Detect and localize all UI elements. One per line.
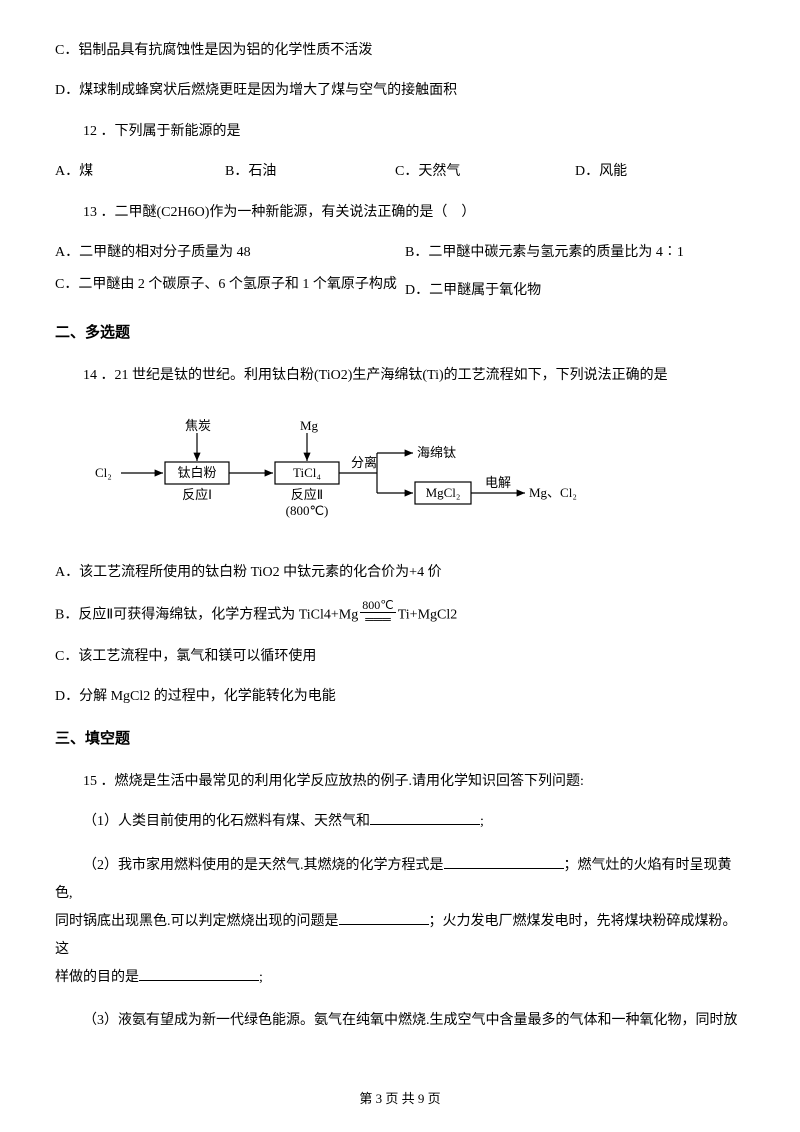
section-2-heading: 二、多选题 — [55, 321, 745, 345]
q14-b-cond: 800℃═══ — [360, 599, 395, 625]
flow-rx2: 反应Ⅱ — [291, 487, 323, 502]
blank-4[interactable] — [139, 967, 259, 981]
q11-opt-d: D．煤球制成蜂窝状后燃烧更旺是因为增大了煤与空气的接触面积 — [55, 80, 745, 102]
q14-b-pre: B．反应Ⅱ可获得海绵钛，化学方程式为 TiCl4+Mg — [55, 607, 358, 622]
q14-stem: 14 ．21 世纪是钛的世纪。利用钛白粉(TiO2)生产海绵钛(Ti)的工艺流程… — [55, 365, 745, 387]
flow-jiao: 焦炭 — [185, 418, 211, 433]
q15-p1-post: ; — [480, 814, 484, 829]
q13-row2: C．二甲醚由 2 个碳原子、6 个氢原子和 1 个氧原子构成 D．二甲醚属于氧化… — [55, 274, 745, 302]
q12-a: A．煤 — [55, 161, 225, 183]
flow-cl2: Cl₂ — [95, 465, 112, 480]
q14-flowchart: Cl₂ 焦炭 钛白粉 反应Ⅰ Mg TiCl₄ 反应Ⅱ (800℃) 分离 海绵… — [95, 415, 635, 535]
blank-2[interactable] — [444, 855, 564, 869]
flow-tibai: 钛白粉 — [177, 465, 216, 480]
q15-p3: （3）液氨有望成为新一代绿色能源。氨气在纯氧中燃烧.生成空气中含量最多的气体和一… — [55, 1010, 745, 1032]
q15-p2-a: （2）我市家用燃料使用的是天然气.其燃烧的化学方程式是 — [55, 858, 444, 873]
section-3-heading: 三、填空题 — [55, 727, 745, 751]
flow-fenli: 分离 — [351, 455, 377, 470]
flow-rx1: 反应Ⅰ — [182, 487, 212, 502]
q13-row1: A．二甲醚的相对分子质量为 48 B．二甲醚中碳元素与氢元素的质量比为 4∶1 — [55, 242, 745, 264]
q13-d: D．二甲醚属于氧化物 — [405, 274, 745, 302]
page-footer: 第 3 页 共 9 页 — [0, 1089, 800, 1110]
q15-p2-e: 样做的目的是 — [55, 970, 139, 985]
q11-opt-c: C．铝制品具有抗腐蚀性是因为铝的化学性质不活泼 — [55, 40, 745, 62]
flow-dianjie: 电解 — [485, 475, 511, 490]
q14-c: C．该工艺流程中，氯气和镁可以循环使用 — [55, 646, 745, 668]
flow-ticl4: TiCl₄ — [293, 465, 321, 480]
q12-stem: 12 ．下列属于新能源的是 — [55, 121, 745, 143]
flow-mgcl-out: Mg、Cl₂ — [529, 485, 577, 500]
q15-stem: 15 ．燃烧是生活中最常见的利用化学反应放热的例子.请用化学知识回答下列问题: — [55, 771, 745, 793]
q12-c: C．天然气 — [395, 161, 575, 183]
q15-p2-f: ; — [259, 970, 263, 985]
flow-mgcl2: MgCl₂ — [426, 485, 461, 500]
q12-d: D．风能 — [575, 161, 627, 183]
q14-d: D．分解 MgCl2 的过程中，化学能转化为电能 — [55, 686, 745, 708]
flow-mg: Mg — [300, 418, 319, 433]
q15-p2-c: 同时锅底出现黑色.可以判定燃烧出现的问题是 — [55, 914, 339, 929]
q15-p2: （2）我市家用燃料使用的是天然气.其燃烧的化学方程式是；燃气灶的火焰有时呈现黄色… — [55, 852, 745, 992]
blank-1[interactable] — [370, 811, 480, 825]
q12-options: A．煤 B．石油 C．天然气 D．风能 — [55, 161, 745, 183]
flow-temp: (800℃) — [286, 503, 329, 518]
q15-p1: （1）人类目前使用的化石燃料有煤、天然气和; — [55, 811, 745, 833]
q14-b: B．反应Ⅱ可获得海绵钛，化学方程式为 TiCl4+Mg800℃═══Ti+MgC… — [55, 602, 745, 628]
q12-b: B．石油 — [225, 161, 395, 183]
q13-b: B．二甲醚中碳元素与氢元素的质量比为 4∶1 — [405, 242, 745, 264]
flow-haimian: 海绵钛 — [417, 445, 456, 460]
q13-a: A．二甲醚的相对分子质量为 48 — [55, 242, 405, 264]
q14-a: A．该工艺流程所使用的钛白粉 TiO2 中钛元素的化合价为+4 价 — [55, 562, 745, 584]
q15-p1-pre: （1）人类目前使用的化石燃料有煤、天然气和 — [83, 814, 370, 829]
q13-c: C．二甲醚由 2 个碳原子、6 个氢原子和 1 个氧原子构成 — [55, 274, 405, 302]
blank-3[interactable] — [339, 911, 429, 925]
q13-stem: 13 ．二甲醚(C2H6O)作为一种新能源，有关说法正确的是（ ） — [55, 202, 745, 224]
q14-b-post: Ti+MgCl2 — [398, 607, 458, 622]
